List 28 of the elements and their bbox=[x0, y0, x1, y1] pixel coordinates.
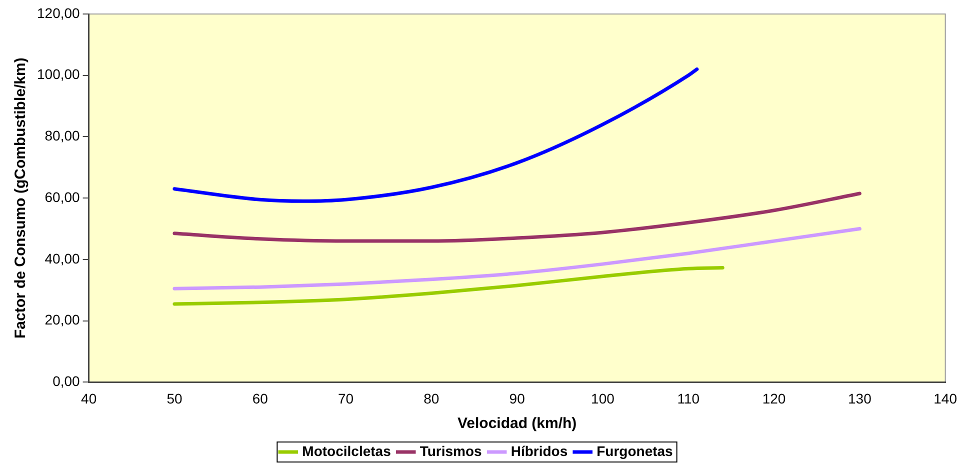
y-tick-label: 20,00 bbox=[44, 312, 80, 328]
y-tick-label: 0,00 bbox=[52, 373, 80, 390]
y-tick-label: 100,00 bbox=[36, 66, 80, 82]
x-tick-label: 100 bbox=[591, 390, 615, 406]
line-series bbox=[172, 192, 862, 243]
x-tick-label: 60 bbox=[252, 390, 268, 406]
x-tick-label: 70 bbox=[338, 390, 354, 406]
x-tick-label: 110 bbox=[677, 390, 700, 406]
x-tick-label: 120 bbox=[762, 390, 786, 406]
y-axis-title: Factor de Consumo (gCombustible/km) bbox=[12, 58, 30, 339]
y-tick-label: 60,00 bbox=[44, 188, 80, 205]
x-tick-label: 130 bbox=[848, 390, 872, 406]
legend-label: Motocilcletas bbox=[302, 442, 392, 459]
x-axis-title: Velocidad (km/h) bbox=[457, 415, 577, 432]
legend-label: Furgonetas bbox=[596, 442, 674, 459]
y-tick-label: 80,00 bbox=[44, 128, 80, 144]
x-tick-label: 90 bbox=[509, 390, 526, 406]
legend-label: Híbridos bbox=[510, 442, 568, 459]
line-series bbox=[172, 67, 699, 203]
line-series bbox=[172, 227, 862, 290]
x-tick-label: 80 bbox=[424, 390, 440, 406]
x-tick-label: 40 bbox=[81, 390, 97, 406]
y-tick-label: 40,00 bbox=[44, 250, 80, 266]
line-series bbox=[172, 266, 724, 306]
legend-label: Turismos bbox=[420, 442, 482, 459]
x-tick-label: 50 bbox=[166, 390, 182, 406]
y-tick-label: 120,00 bbox=[36, 4, 80, 21]
x-tick-label: 140 bbox=[934, 390, 958, 406]
